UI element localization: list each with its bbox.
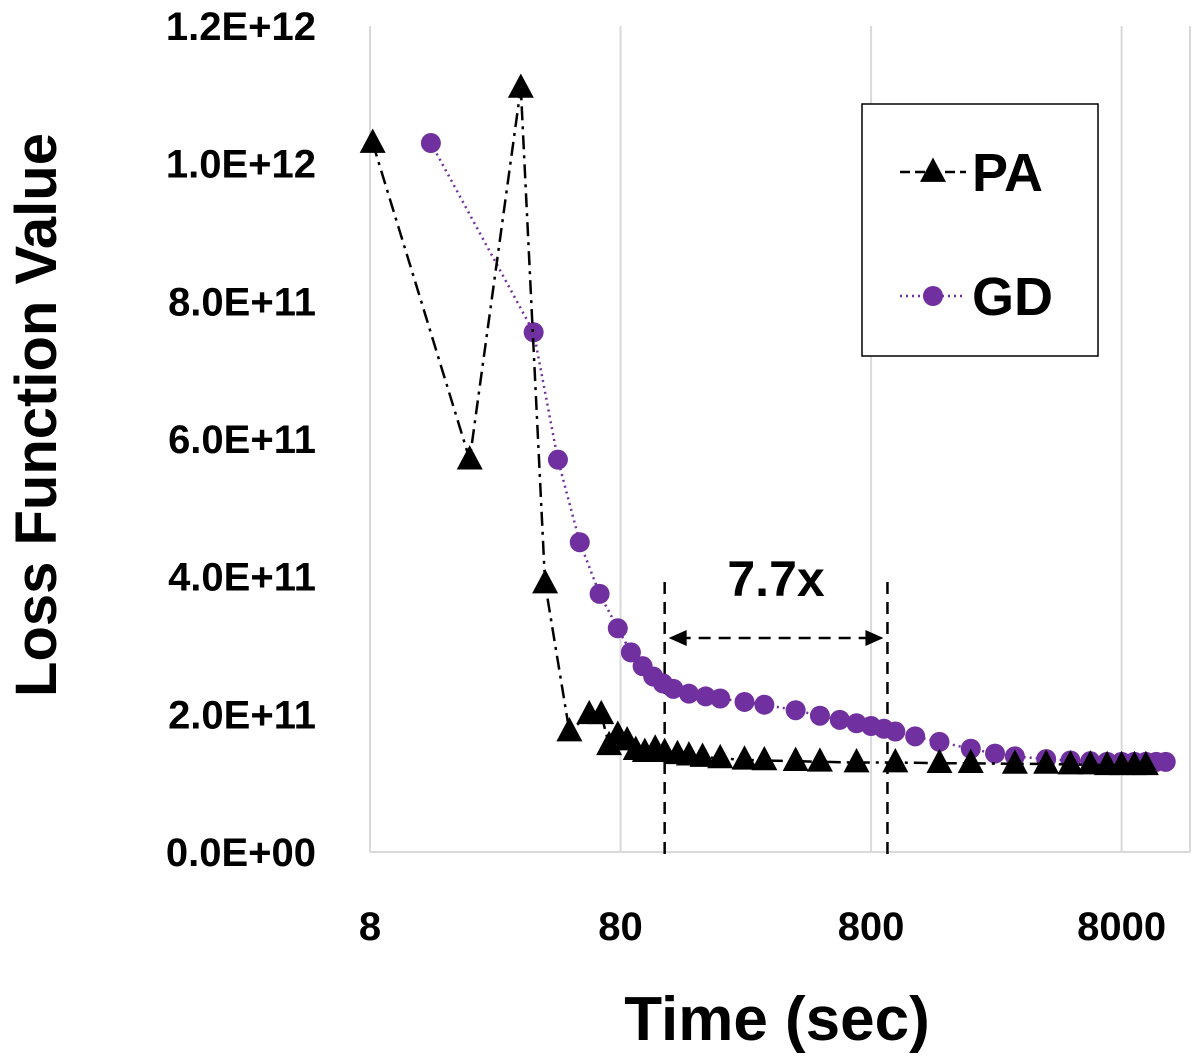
data-point-gd — [1155, 751, 1176, 772]
data-point-pa — [731, 745, 758, 770]
x-tick-label: 800 — [838, 905, 905, 949]
legend-entry-gd: GD — [900, 267, 1053, 327]
data-point-pa — [1033, 749, 1060, 774]
bracket-arrow-right-head — [865, 630, 884, 646]
y-tick-label: 1.2E+12 — [166, 5, 316, 49]
data-point-pa — [843, 748, 870, 773]
legend-box — [861, 103, 1099, 357]
y-tick-label: 4.0E+11 — [168, 556, 316, 600]
data-point-gd — [589, 583, 610, 604]
x-axis-title: Time (sec) — [624, 985, 930, 1054]
data-point-pa — [588, 699, 615, 725]
x-tick-label: 80 — [598, 905, 643, 949]
legend-entry-pa: PA — [900, 143, 1043, 203]
data-point-pa — [1132, 750, 1159, 776]
data-point-pa — [806, 747, 833, 772]
series-pa — [359, 73, 1159, 776]
data-point-gd — [420, 133, 441, 154]
data-point-gd — [569, 532, 590, 553]
data-point-gd — [985, 743, 1006, 764]
data-point-gd — [885, 721, 906, 742]
data-point-gd — [620, 642, 641, 663]
data-point-pa — [707, 743, 734, 769]
data-point-gd — [829, 709, 850, 730]
data-point-pa — [532, 569, 559, 594]
data-point-gd — [607, 618, 628, 639]
data-point-gd — [523, 322, 544, 343]
y-tick-label: 1.0E+12 — [166, 143, 316, 187]
legend-marker-pa — [920, 157, 946, 182]
series-layer — [359, 73, 1176, 776]
y-axis-title: Loss Function Value — [4, 133, 69, 697]
data-point-pa — [359, 128, 386, 153]
data-point-gd — [547, 449, 568, 470]
y-tick-label: 0.0E+00 — [166, 831, 316, 875]
legend: PA GD — [861, 103, 1099, 357]
data-point-pa — [507, 73, 534, 98]
data-point-gd — [754, 694, 775, 715]
x-tick-label: 8 — [359, 905, 381, 949]
data-point-pa — [456, 445, 483, 470]
data-point-gd — [905, 726, 926, 747]
speedup-label: 7.7x — [727, 551, 825, 607]
speedup-annotation: 7.7x — [663, 551, 889, 856]
x-tick-label: 8000 — [1077, 905, 1166, 949]
data-point-pa — [782, 746, 809, 771]
data-point-pa — [1057, 750, 1084, 775]
data-point-pa — [1077, 750, 1104, 775]
data-point-gd — [678, 683, 699, 704]
y-axis-ticks: 0.0E+00 2.0E+11 4.0E+11 6.0E+11 8.0E+11 1.0E+… — [166, 5, 316, 875]
data-point-gd — [785, 700, 806, 721]
legend-label-pa: PA — [972, 143, 1043, 203]
legend-marker-gd — [923, 286, 943, 306]
y-tick-label: 6.0E+11 — [168, 418, 316, 462]
x-axis-ticks: 8 80 800 8000 — [359, 905, 1166, 949]
data-point-pa — [751, 745, 778, 771]
data-point-pa — [882, 748, 909, 773]
data-point-gd — [809, 705, 830, 726]
data-point-gd — [710, 688, 731, 709]
data-point-pa — [689, 742, 716, 767]
data-point-pa — [556, 717, 583, 742]
data-point-gd — [734, 691, 755, 712]
data-point-pa — [957, 748, 984, 774]
y-tick-label: 2.0E+11 — [168, 693, 316, 737]
data-point-gd — [929, 731, 950, 752]
data-point-pa — [1001, 749, 1028, 774]
data-point-pa — [926, 748, 953, 774]
legend-label-gd: GD — [972, 267, 1053, 327]
y-tick-label: 8.0E+11 — [168, 280, 316, 324]
data-point-gd — [663, 678, 684, 699]
bracket-arrow-left-head — [668, 630, 687, 646]
